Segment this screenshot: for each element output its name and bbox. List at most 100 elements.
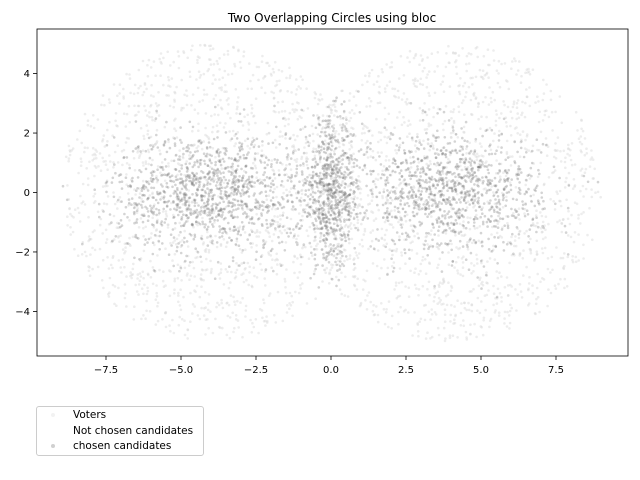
chosen-candidate-point bbox=[232, 193, 236, 196]
chosen-candidate-point bbox=[345, 218, 349, 222]
chosen-candidate-point bbox=[157, 208, 161, 212]
voter-point bbox=[295, 160, 298, 164]
voter-point bbox=[193, 305, 196, 308]
voter-point bbox=[560, 121, 564, 125]
voter-point bbox=[330, 168, 333, 171]
voter-point bbox=[299, 203, 303, 207]
voter-point bbox=[275, 195, 278, 199]
chosen-candidate-point bbox=[282, 197, 285, 201]
voter-point bbox=[420, 198, 423, 202]
voter-point bbox=[157, 103, 161, 107]
voter-point bbox=[565, 198, 568, 202]
voter-point bbox=[224, 268, 228, 271]
voter-point bbox=[207, 67, 211, 71]
voter-point bbox=[317, 143, 320, 147]
chosen-candidate-point bbox=[241, 179, 244, 182]
voter-point bbox=[534, 302, 538, 306]
chosen-candidate-point bbox=[207, 141, 211, 144]
voter-point bbox=[293, 158, 297, 162]
voter-point bbox=[315, 244, 318, 248]
voter-point bbox=[186, 254, 190, 258]
chosen-candidate-point bbox=[210, 161, 213, 165]
voter-point bbox=[303, 146, 306, 149]
voter-point bbox=[263, 205, 266, 209]
voter-point bbox=[160, 161, 164, 164]
chosen-candidate-point bbox=[232, 208, 235, 212]
voter-point bbox=[452, 322, 455, 325]
voter-point bbox=[267, 131, 271, 135]
chosen-candidate-point bbox=[360, 122, 364, 126]
voter-point bbox=[545, 143, 549, 147]
voter-point bbox=[203, 249, 207, 252]
chosen-candidate-point bbox=[227, 211, 230, 214]
voter-point bbox=[355, 254, 359, 257]
voter-point bbox=[288, 302, 291, 305]
voter-point bbox=[141, 179, 145, 183]
chosen-candidate-point bbox=[235, 237, 239, 241]
chosen-candidate-point bbox=[206, 187, 209, 190]
voter-point bbox=[506, 105, 510, 109]
voter-point bbox=[229, 139, 232, 142]
chosen-candidate-point bbox=[452, 129, 455, 132]
chosen-candidate-point bbox=[184, 259, 187, 263]
voter-point bbox=[209, 58, 212, 61]
voter-point bbox=[188, 278, 191, 282]
chosen-candidate-point bbox=[333, 147, 337, 151]
voter-point bbox=[278, 135, 282, 138]
voter-point bbox=[580, 212, 583, 216]
voter-point bbox=[480, 154, 483, 157]
chosen-candidate-point bbox=[328, 221, 332, 225]
voter-point bbox=[93, 174, 96, 178]
voter-point bbox=[267, 231, 271, 235]
voter-point bbox=[447, 281, 450, 285]
voter-point bbox=[528, 275, 531, 279]
voter-point bbox=[412, 224, 415, 227]
voter-point bbox=[508, 321, 512, 325]
voter-point bbox=[315, 224, 319, 228]
chosen-candidate-point bbox=[325, 134, 328, 138]
voter-point bbox=[549, 271, 552, 274]
voter-point bbox=[320, 98, 324, 101]
chosen-candidate-point bbox=[325, 158, 328, 162]
voter-point bbox=[199, 43, 202, 47]
voter-point bbox=[484, 161, 487, 165]
voter-point bbox=[302, 164, 305, 167]
voter-point bbox=[557, 282, 560, 286]
voter-point bbox=[590, 188, 593, 191]
voter-point bbox=[246, 113, 249, 117]
voter-point bbox=[321, 225, 325, 229]
voter-point bbox=[155, 284, 158, 287]
chosen-candidate-point bbox=[188, 162, 191, 165]
chosen-candidate-point bbox=[328, 192, 331, 196]
chosen-candidate-point bbox=[320, 177, 324, 181]
voter-point bbox=[198, 295, 202, 299]
voter-point bbox=[306, 211, 310, 215]
voter-point bbox=[181, 203, 185, 206]
voter-point bbox=[258, 178, 262, 181]
chosen-candidate-point bbox=[105, 180, 109, 184]
voter-point bbox=[116, 124, 119, 128]
chosen-candidate-point bbox=[206, 202, 210, 206]
chosen-candidate-point bbox=[434, 201, 437, 205]
voter-point bbox=[549, 197, 552, 201]
voter-point bbox=[529, 249, 532, 253]
chosen-candidate-point bbox=[523, 214, 527, 218]
voter-point bbox=[437, 333, 441, 337]
voter-point bbox=[273, 313, 276, 317]
voter-point bbox=[328, 114, 331, 118]
chosen-candidate-point bbox=[165, 120, 168, 124]
voter-point bbox=[413, 144, 417, 147]
voter-point bbox=[487, 184, 490, 187]
voter-point bbox=[251, 321, 254, 325]
voter-point bbox=[385, 200, 388, 204]
voter-point bbox=[235, 107, 239, 111]
voter-point bbox=[462, 324, 466, 328]
chosen-candidate-point bbox=[240, 206, 244, 210]
voter-point bbox=[289, 74, 292, 77]
voter-point bbox=[426, 287, 429, 291]
voter-point bbox=[338, 145, 341, 149]
chosen-candidate-point bbox=[208, 145, 212, 149]
chosen-candidate-point bbox=[306, 166, 310, 170]
voter-point bbox=[406, 135, 409, 138]
chosen-candidate-point bbox=[175, 249, 179, 253]
